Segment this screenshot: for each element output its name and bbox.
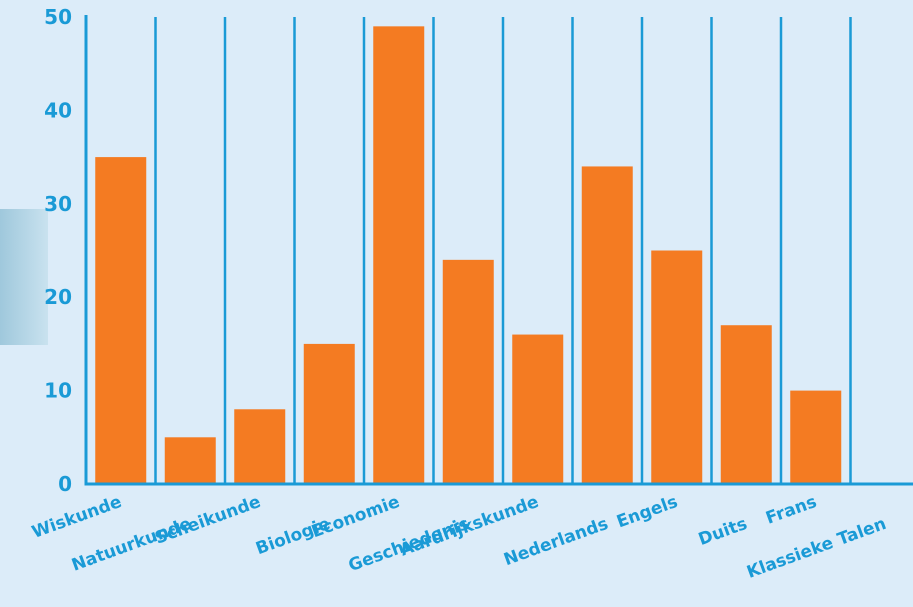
axes [84, 15, 913, 486]
bar-wiskunde [95, 157, 147, 484]
side-tab-decoration [0, 209, 48, 345]
y-tick-labels: 0 10 20 30 40 50 [44, 5, 72, 496]
bar-engels [651, 250, 703, 484]
bar-duits [720, 325, 772, 484]
y-tick-label: 50 [44, 5, 72, 29]
bar-geschiedenis [442, 259, 494, 484]
bar-frans [790, 390, 842, 484]
bar-scheikunde [234, 409, 286, 484]
y-tick-label: 10 [44, 379, 72, 403]
y-tick-label: 30 [44, 192, 72, 216]
category-labels: WiskundeNatuurkundeScheikundeBiologieEco… [29, 492, 889, 583]
category-label: Frans [763, 492, 819, 529]
category-label: Wiskunde [29, 492, 124, 543]
bars [95, 26, 842, 485]
category-label: Duits [696, 514, 750, 550]
bar-economie [373, 26, 425, 485]
bar-natuurkunde [164, 437, 216, 484]
bar-aardrijkskunde [512, 334, 564, 484]
category-label: Nederlands [501, 514, 611, 570]
grid-lines [154, 17, 852, 484]
y-tick-label: 20 [44, 285, 72, 309]
category-label: Klassieke Talen [744, 514, 889, 583]
bar-nederlands [581, 166, 633, 484]
category-label: Engels [614, 492, 680, 532]
bar-biologie [303, 343, 355, 484]
y-tick-label: 0 [58, 472, 72, 496]
y-tick-label: 40 [44, 98, 72, 122]
